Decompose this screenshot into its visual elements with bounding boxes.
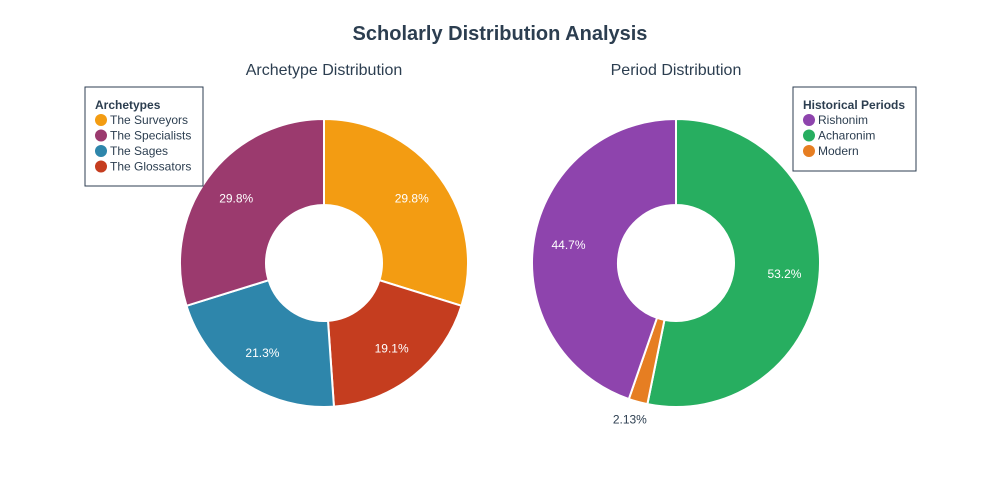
archetype-slice-labels: 29.8% 19.1% 21.3% 29.8% [219, 191, 429, 360]
archetype-slices [179, 117, 469, 408]
archetype-slice-label-the-sages: 21.3% [245, 346, 279, 360]
period-chart-title: Period Distribution [611, 62, 742, 79]
period-legend-label-rishonim[interactable]: Rishonim [818, 113, 868, 127]
archetype-slice-the-surveyors[interactable] [323, 117, 469, 308]
period-slice-labels: 53.2% 2.13% 44.7% [551, 238, 801, 427]
period-legend-swatch-modern[interactable] [803, 145, 815, 157]
archetype-legend-swatch-the-sages[interactable] [95, 145, 107, 157]
period-legend-title: Historical Periods [803, 98, 905, 112]
archetype-slice-label-the-surveyors: 29.8% [395, 191, 429, 205]
period-legend-swatch-rishonim[interactable] [803, 114, 815, 126]
archetype-slice-the-glossators[interactable] [326, 278, 463, 408]
period-legend-label-modern[interactable]: Modern [818, 144, 859, 158]
period-legend-box [792, 86, 917, 172]
period-slice-label-modern: 2.13% [613, 412, 647, 426]
archetype-slice-label-the-specialists: 29.8% [219, 191, 253, 205]
archetype-legend-label-the-specialists[interactable]: The Specialists [110, 129, 191, 143]
archetype-chart-title: Archetype Distribution [246, 62, 403, 79]
archetype-slice-the-specialists[interactable] [179, 117, 325, 308]
period-legend-swatch-acharonim[interactable] [803, 129, 815, 142]
period-slice-label-rishonim: 44.7% [551, 238, 585, 252]
period-legend: Historical Periods Rishonim AcharonimMode… [792, 86, 917, 172]
archetype-legend-label-the-sages[interactable]: The Sages [110, 144, 168, 158]
archetype-legend-swatch-the-glossators[interactable] [95, 160, 107, 173]
period-slice-acharonim[interactable] [646, 117, 821, 408]
archetype-legend-swatch-the-specialists[interactable] [95, 129, 107, 142]
archetype-donut: Archetype Distribution 29.8%19.1%21.3%29… [179, 62, 469, 408]
archetype-legend-label-the-glossators[interactable]: The Glossators [110, 160, 191, 174]
archetype-legend-title: Archetypes [95, 98, 161, 112]
period-slices [531, 117, 821, 408]
archetype-slice-label-the-glossators: 19.1% [375, 341, 409, 355]
period-donut: Period Distribution 53.2% 2.13% 44.7% [531, 62, 821, 427]
archetype-slice-the-sages[interactable] [185, 278, 336, 408]
archetype-legend-swatch-the-surveyors[interactable] [95, 114, 107, 126]
chart-title: Scholarly Distribution Analysis [353, 23, 648, 45]
period-slice-rishonim[interactable] [531, 117, 677, 401]
period-legend-label-acharonim[interactable]: Acharonim [818, 129, 875, 143]
archetype-legend-label-the-surveyors[interactable]: The Surveyors [110, 113, 188, 127]
period-slice-label-acharonim: 53.2% [767, 267, 801, 281]
